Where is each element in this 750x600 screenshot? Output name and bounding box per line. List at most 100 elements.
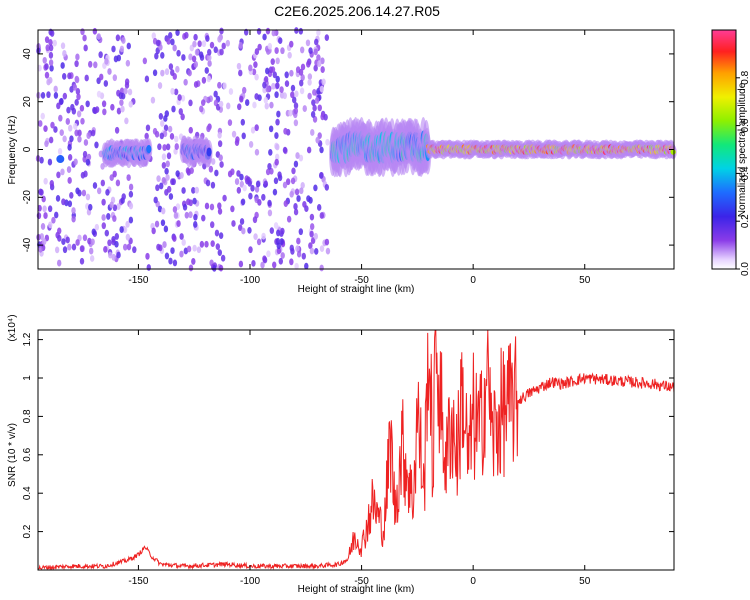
spectrogram-noise-cell [325,138,330,146]
spectrogram-noise-cell [127,88,133,96]
spectrogram-noise-cell [114,240,119,248]
spectrogram-noise-cell [313,64,318,72]
spectrogram-noise-cell [191,258,196,265]
spectrogram-noise-cell [39,233,45,240]
spectrogram-noise-cell [306,60,311,68]
spectrogram-noise-cell [217,131,222,139]
spectrogram-noise-cell [228,88,234,95]
spectrogram-noise-cell [282,92,287,100]
spectrogram-noise-cell [201,214,206,222]
spectrogram-noise-cell [218,264,224,272]
spectrogram-noise-cell [180,113,185,121]
spectrogram-noise-cell [82,234,88,242]
spectrogram-noise-cell [71,207,76,214]
spectrogram-noise-cell [212,264,217,272]
spectrogram-noise-cell [317,104,322,112]
spectrogram-noise-cell [274,91,279,99]
spectrogram-noise-cell [88,247,94,255]
spectrogram-noise-cell [290,91,295,99]
spectrogram-noise-cell [306,195,311,203]
spectrogram-noise-cell [319,146,324,154]
spectrogram-x-label: Height of straight line (km) [298,284,415,295]
spectrogram-noise-cell [156,175,161,183]
spectrogram-noise-cell [174,135,179,143]
spectrogram-noise-cell [170,38,175,46]
spectrogram-noise-cell [96,90,102,98]
spectrogram-noise-cell [238,260,244,268]
spectrogram-noise-cell [222,194,227,202]
spectrogram-noise-cell [266,250,271,258]
spectrogram-noise-cell [93,61,98,69]
spectrogram-noise-cell [310,111,316,118]
colorbar-tick-label: 0.2 [740,214,750,228]
spectrogram-noise-cell [320,66,325,73]
spectrogram-noise-cell [125,59,131,67]
spectrogram-noise-cell [301,252,306,260]
spectrogram-noise-cell [173,212,179,219]
spectrogram-noise-cell [74,98,79,106]
spectrogram-noise-cell [90,238,95,246]
spectrogram-noise-cell [181,54,186,61]
spectrogram-noise-cell [236,62,242,70]
spectrogram-noise-cell [76,110,82,118]
spectrogram-noise-cell [75,88,81,95]
spectrogram-noise-cell [160,219,166,227]
spectrogram-noise-cell [192,197,197,205]
spectrogram-noise-cell [168,257,173,265]
spectrogram-noise-cell [299,87,305,95]
spectrogram-noise-cell [319,245,325,253]
spectrogram-y-tick-label: 40 [22,48,33,60]
spectrogram-noise-cell [48,76,53,84]
spectrogram-noise-cell [307,79,312,86]
spectrogram-noise-cell [236,186,242,194]
spectrogram-noise-cell [310,237,316,244]
colorbar-tick-label: 0.8 [740,70,750,84]
spectrogram-noise-cell [112,74,118,82]
spectrogram-noise-cell [170,247,175,254]
spectrogram-noise-cell [154,52,159,60]
spectrogram-noise-cell [65,118,71,125]
spectrogram-noise-cell [42,238,47,246]
spectrogram-noise-cell [48,51,54,59]
spectrogram-noise-cell [275,118,280,126]
spectrogram-noise-cell [181,239,186,246]
spectrogram-noise-cell [257,198,262,206]
spectrogram-noise-cell [267,209,273,217]
spectrogram-noise-cell [293,208,299,216]
spectrogram-noise-cell [261,193,266,201]
spectrogram-noise-cell [276,242,281,250]
spectrogram-noise-cell [76,93,81,101]
spectrogram-noise-cell [272,261,277,269]
spectrogram-noise-cell [192,40,197,48]
spectrogram-noise-cell [37,204,42,212]
spectrogram-noise-cell [252,216,258,224]
spectrogram-noise-cell [43,212,48,219]
colorbar-tick-label: 0.6 [740,118,750,132]
spectrogram-noise-cell [125,220,130,228]
spectrogram-noise-cell [274,153,280,161]
spectrogram-noise-cell [52,39,57,47]
spectrogram-noise-cell [66,106,71,114]
spectrogram-noise-cell [270,58,275,65]
spectrogram-noise-cell [294,262,299,270]
spectrogram-noise-cell [219,48,224,56]
spectrogram-noise-cell [168,63,174,71]
spectrogram-noise-cell [69,85,74,93]
spectrogram-noise-cell [312,88,317,96]
spectrogram-noise-cell [287,51,292,59]
spectrogram-noise-cell [262,81,267,89]
spectrogram-noise-cell [103,245,108,253]
spectrogram-noise-cell [91,129,96,137]
spectrogram-noise-cell [172,235,177,242]
spectrogram-noise-cell [128,100,133,108]
spectrogram-noise-cell [231,130,237,138]
spectrogram-noise-cell [112,170,117,178]
spectrogram-x-tick-label: -150 [128,275,148,286]
spectrogram-noise-cell [276,247,282,255]
spectrogram-noise-cell [124,81,130,89]
spectrogram-noise-cell [278,37,283,45]
snr-panel: -150 -100 -50 0 50 0.2 0.4 0.6 0.8 1 1.2 Height o… [7,314,675,595]
spectrogram-noise-cell [240,118,245,126]
spectrogram-noise-cell [275,143,280,151]
spectrogram-noise-cell [43,177,48,185]
